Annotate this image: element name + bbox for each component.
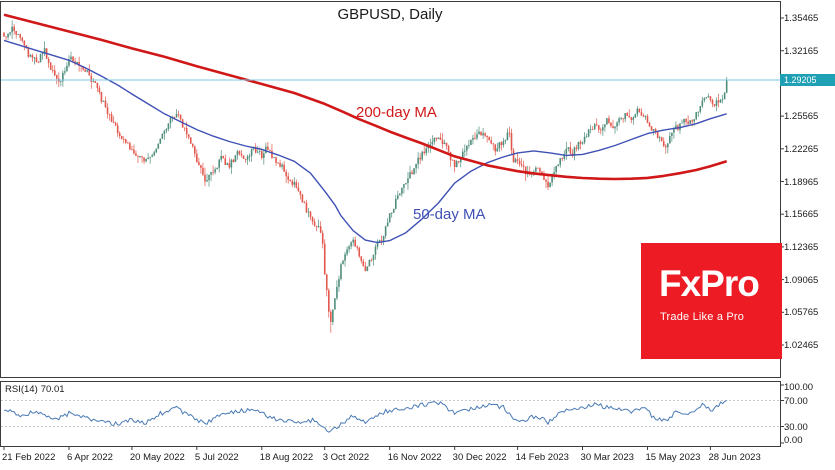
ma-50-label: 50-day MA [413, 206, 486, 223]
date-axis-label: 21 Feb 2022 [2, 452, 56, 463]
rsi-indicator-label: RSI(14) 70.01 [5, 384, 68, 395]
price-axis-label: 1.35465 [784, 13, 819, 24]
date-axis-label: 30 Mar 2023 [580, 452, 634, 463]
rsi-axis-label: 70.00 [784, 395, 808, 407]
rsi-plot[interactable] [0, 381, 781, 447]
price-axis-label: 1.09065 [784, 274, 819, 286]
ma-200-label: 200-day MA [356, 104, 437, 121]
chart-title: GBPUSD, Daily [337, 6, 443, 23]
ma-200-line [3, 13, 728, 181]
rsi-name: RSI(14) [5, 384, 38, 395]
date-axis-label: 14 Feb 2023 [515, 452, 569, 463]
date-axis-label: 6 Apr 2022 [66, 452, 113, 463]
price-axis-label: 1.18965 [784, 176, 819, 188]
rsi-plot-border [0, 381, 781, 447]
date-axis-label: 5 Jul 2022 [194, 452, 239, 463]
price-axis-label: 1.15665 [784, 209, 819, 221]
price-axis-label: 1.32165 [784, 45, 819, 57]
fxpro-tagline: Trade Like a Pro [660, 311, 745, 323]
price-axis-label: 1.25565 [784, 111, 819, 123]
current-price-tag: 1.29205 [780, 74, 835, 86]
date-axis-label: 18 Aug 2022 [259, 452, 314, 463]
fxpro-wordmark: FxPro [659, 263, 760, 304]
rsi-axis-label: 100.00 [784, 382, 814, 393]
rsi-axis-label: 30.00 [784, 421, 808, 433]
price-axis-label: 1.02465 [784, 340, 819, 351]
date-axis-label: 3 Oct 2022 [322, 452, 370, 463]
date-axis-label: 28 Jun 2023 [708, 452, 761, 463]
price-axis-label: 1.12365 [784, 241, 819, 253]
fxpro-logo: FxPro Trade Like a Pro [641, 243, 782, 359]
main-plot[interactable] [0, 1, 781, 378]
rsi-value: 70.01 [40, 384, 65, 395]
date-axis-label: 16 Nov 2022 [387, 452, 442, 463]
price-axis-label: 1.22265 [784, 143, 819, 155]
date-axis-label: 30 Dec 2022 [452, 452, 507, 463]
price-axis-label: 1.05765 [784, 307, 819, 319]
rsi-axis-label: 0.00 [784, 435, 803, 446]
rsi-line [4, 400, 727, 433]
date-axis-label: 15 May 2023 [645, 452, 701, 463]
date-axis-label: 20 May 2022 [129, 452, 185, 463]
ma-50-line [3, 39, 727, 244]
